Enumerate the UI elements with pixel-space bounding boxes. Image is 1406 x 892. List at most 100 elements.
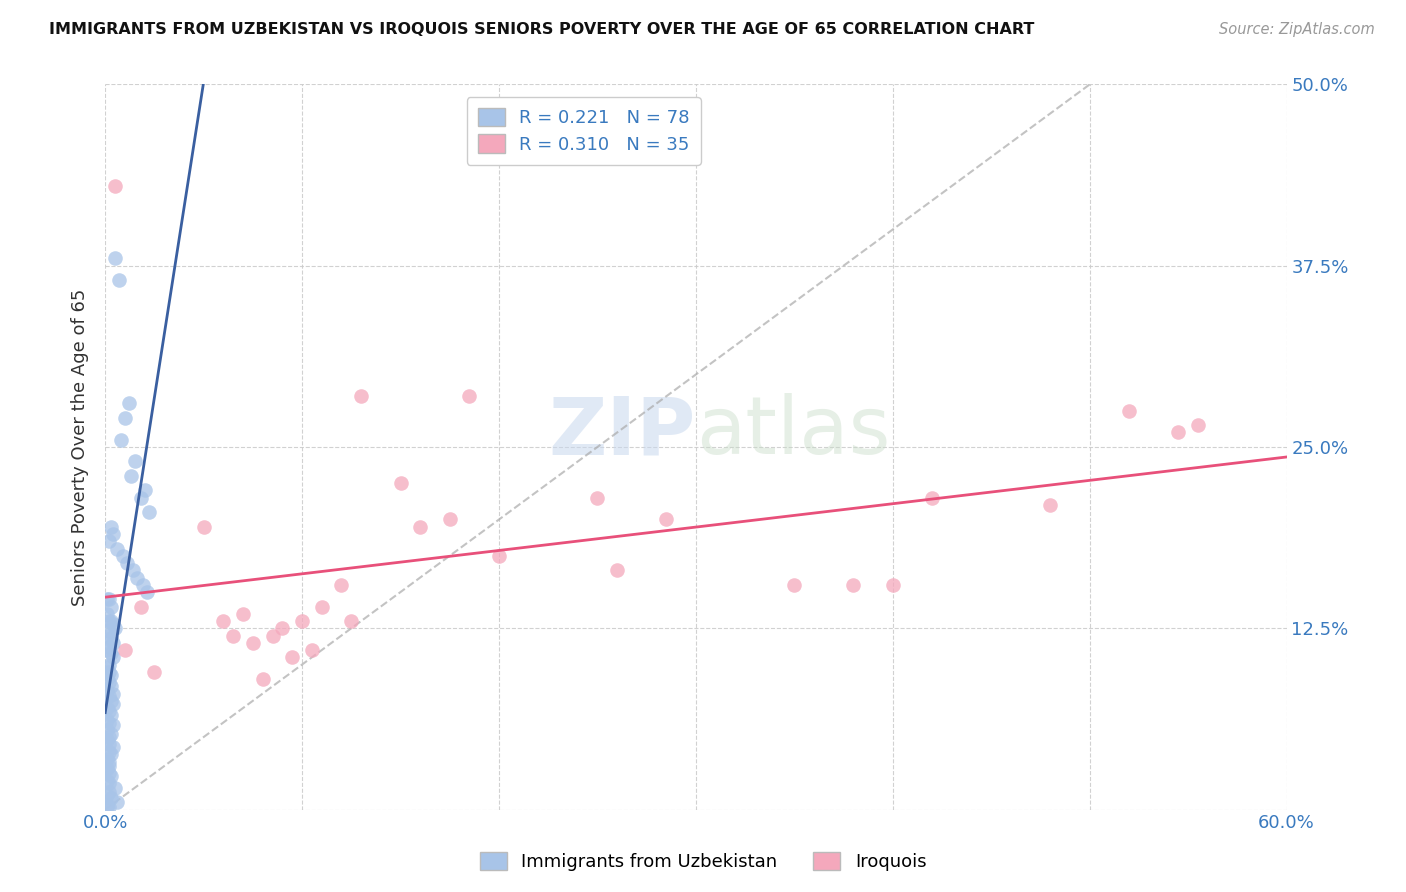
Point: [271, 621, 294, 635]
Point: [100, 679, 122, 693]
Point: [193, 520, 215, 534]
Point: [98, 755, 121, 769]
Point: [100, 694, 122, 708]
Point: [98, 674, 121, 689]
Point: [96, 762, 118, 776]
Point: [111, 549, 134, 563]
Point: [135, 585, 157, 599]
Point: [100, 646, 122, 660]
Point: [783, 578, 806, 592]
Point: [98, 690, 121, 704]
Point: [104, 252, 127, 266]
Point: [98, 614, 121, 628]
Point: [143, 665, 166, 679]
Point: [311, 599, 333, 614]
Legend: Immigrants from Uzbekistan, Iroquois: Immigrants from Uzbekistan, Iroquois: [472, 845, 934, 879]
Point: [1167, 425, 1189, 440]
Point: [98, 640, 121, 654]
Point: [389, 476, 412, 491]
Point: [98, 737, 121, 751]
Text: Source: ZipAtlas.com: Source: ZipAtlas.com: [1219, 22, 1375, 37]
Point: [96, 733, 118, 747]
Point: [409, 520, 432, 534]
Point: [115, 556, 138, 570]
Point: [212, 614, 235, 628]
Point: [96, 643, 118, 657]
Point: [101, 697, 124, 711]
Point: [232, 607, 254, 621]
Point: [104, 621, 127, 635]
Point: [100, 727, 122, 741]
Point: [105, 541, 128, 556]
Point: [98, 785, 121, 799]
Point: [252, 672, 274, 686]
Point: [96, 788, 118, 802]
Point: [138, 505, 160, 519]
Point: [350, 389, 373, 403]
Point: [98, 715, 121, 730]
Point: [222, 628, 245, 642]
Point: [121, 563, 143, 577]
Point: [262, 628, 284, 642]
Point: [1039, 498, 1062, 512]
Point: [1187, 418, 1209, 433]
Point: [98, 766, 121, 780]
Text: IMMIGRANTS FROM UZBEKISTAN VS IROQUOIS SENIORS POVERTY OVER THE AGE OF 65 CORREL: IMMIGRANTS FROM UZBEKISTAN VS IROQUOIS S…: [49, 22, 1035, 37]
Point: [101, 616, 124, 631]
Point: [98, 592, 121, 607]
Text: atlas: atlas: [696, 393, 890, 472]
Point: [281, 650, 304, 665]
Point: [98, 657, 121, 672]
Point: [96, 713, 118, 727]
Point: [100, 769, 122, 783]
Point: [340, 614, 363, 628]
Text: ZIP: ZIP: [548, 393, 696, 472]
Point: [488, 549, 510, 563]
Point: [96, 672, 118, 686]
Point: [96, 683, 118, 698]
Point: [96, 801, 118, 815]
Point: [98, 776, 121, 790]
Point: [242, 636, 264, 650]
Point: [129, 599, 152, 614]
Legend: R = 0.221   N = 78, R = 0.310   N = 35: R = 0.221 N = 78, R = 0.310 N = 35: [467, 97, 700, 165]
Point: [100, 520, 122, 534]
Point: [98, 624, 121, 639]
Point: [100, 708, 122, 723]
Point: [120, 469, 142, 483]
Point: [96, 628, 118, 642]
Point: [96, 752, 118, 766]
Point: [301, 643, 323, 657]
Point: [131, 578, 153, 592]
Point: [96, 798, 118, 813]
Point: [98, 665, 121, 679]
Point: [114, 411, 136, 425]
Point: [100, 747, 122, 762]
Point: [96, 701, 118, 715]
Point: [110, 433, 132, 447]
Point: [124, 454, 146, 468]
Point: [921, 491, 943, 505]
Point: [104, 780, 127, 795]
Point: [100, 599, 122, 614]
Point: [114, 643, 136, 657]
Point: [125, 570, 148, 584]
Point: [606, 563, 628, 577]
Point: [96, 723, 118, 737]
Point: [118, 396, 141, 410]
Point: [882, 578, 904, 592]
Point: [98, 799, 121, 814]
Point: [96, 592, 118, 607]
Point: [134, 483, 156, 498]
Point: [458, 389, 481, 403]
Point: [104, 178, 127, 193]
Point: [655, 512, 678, 526]
Point: [108, 273, 131, 287]
Point: [586, 491, 609, 505]
Point: [96, 773, 118, 788]
Point: [291, 614, 314, 628]
Point: [96, 660, 118, 674]
Point: [98, 704, 121, 718]
Point: [100, 667, 122, 681]
Point: [1118, 403, 1140, 417]
